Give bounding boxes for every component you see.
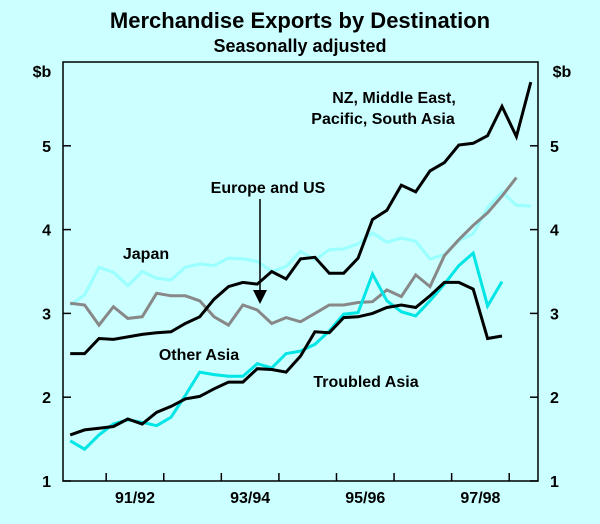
y-tick-label-right: 4 bbox=[550, 223, 559, 240]
chart-title: Merchandise Exports by Destination bbox=[110, 8, 490, 33]
y-tick-label-right: 1 bbox=[550, 474, 559, 491]
series-line-nz-middle-east bbox=[70, 81, 533, 356]
y-tick-label-left: 3 bbox=[42, 306, 51, 323]
axes-layer bbox=[62, 61, 539, 482]
x-tick-label: 97/98 bbox=[460, 490, 500, 507]
plot-frame bbox=[62, 61, 539, 482]
y-unit-left: $b bbox=[33, 64, 52, 81]
y-tick-label-right: 3 bbox=[550, 306, 559, 323]
y-tick-label-right: 2 bbox=[550, 390, 559, 407]
annotation-japan: Japan bbox=[123, 246, 169, 263]
series-line-other-asia bbox=[69, 250, 504, 452]
chart-subtitle: Seasonally adjusted bbox=[213, 36, 386, 56]
series-line-troubled-asia bbox=[69, 280, 503, 437]
ticks-layer: 1 1 2 2 3 3 4 4 5 5 91/92 93/94 95/96 97/98 bbox=[42, 139, 559, 507]
y-tick-label-right: 5 bbox=[550, 139, 559, 156]
annotation-other-asia: Other Asia bbox=[159, 347, 239, 364]
annotation-troubled-asia: Troubled Asia bbox=[313, 374, 418, 391]
annotation-europe-us-arrow-head bbox=[253, 290, 267, 304]
annotation-europe-us: Europe and US bbox=[211, 180, 326, 197]
annotation-nz-line2: Pacific, South Asia bbox=[311, 111, 455, 128]
y-tick-label-left: 1 bbox=[42, 474, 51, 491]
x-tick-label: 93/94 bbox=[230, 490, 270, 507]
series-line-europe-us bbox=[70, 176, 518, 328]
y-tick-label-left: 2 bbox=[42, 390, 51, 407]
y-tick-label-left: 4 bbox=[42, 223, 51, 240]
x-tick-label: 91/92 bbox=[115, 490, 155, 507]
x-tick-label: 95/96 bbox=[345, 490, 385, 507]
y-tick-label-left: 5 bbox=[42, 139, 51, 156]
annotation-nz-line1: NZ, Middle East, bbox=[332, 90, 456, 107]
series-layer bbox=[69, 81, 533, 452]
y-unit-right: $b bbox=[553, 64, 572, 81]
